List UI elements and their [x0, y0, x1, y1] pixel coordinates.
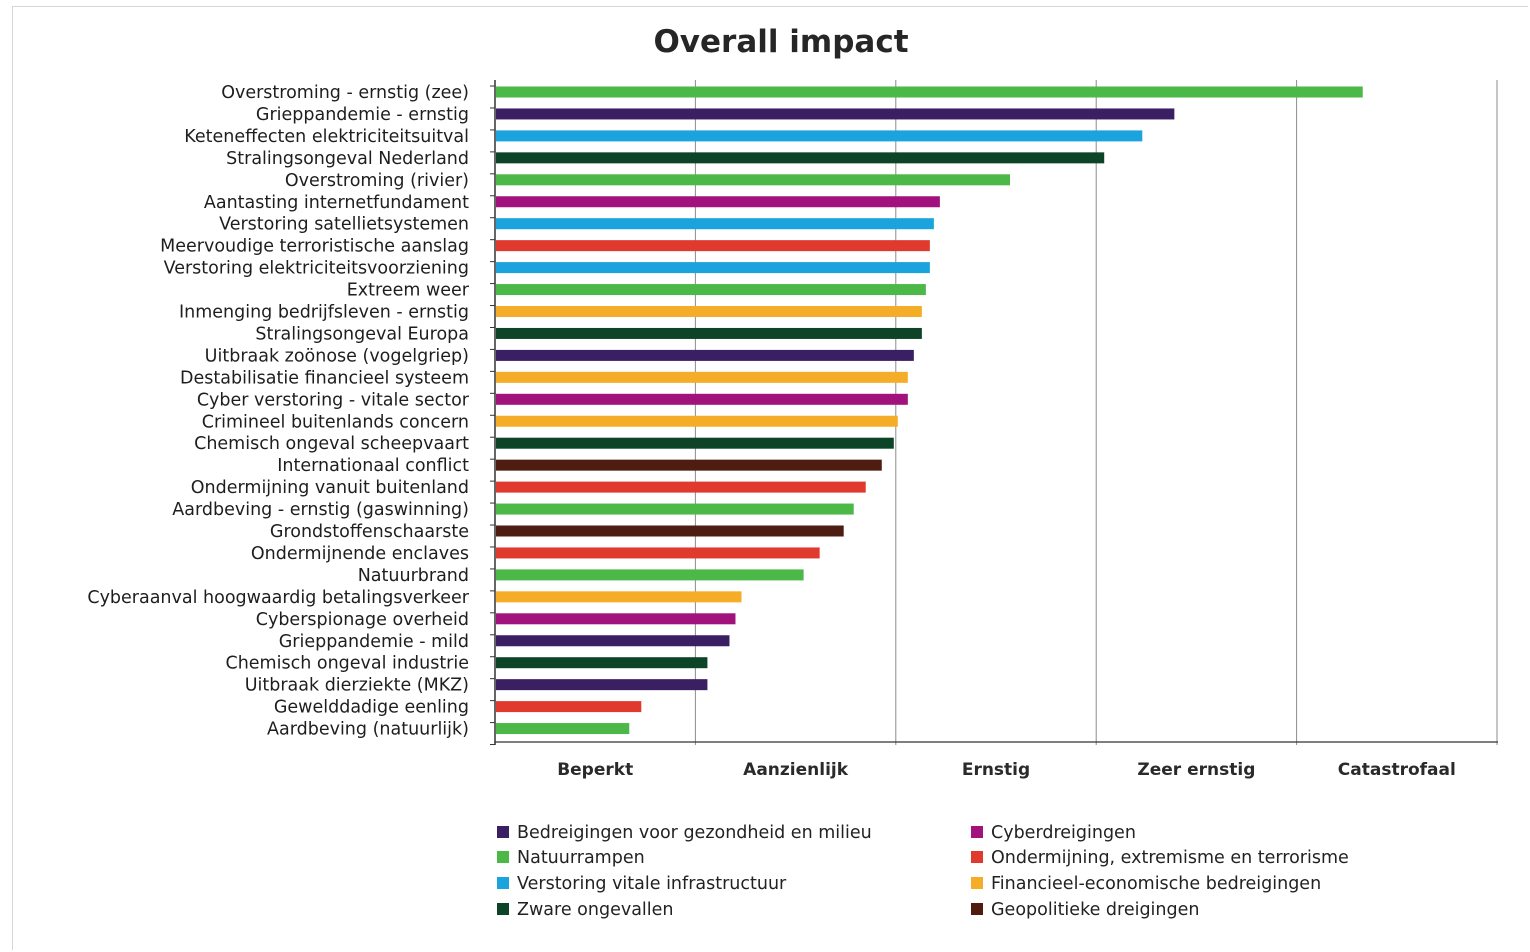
- bar-ondermijnende-enclaves: [496, 547, 820, 559]
- bar-natuurbrand: [496, 569, 804, 581]
- bar-grondstoffenschaarste: [496, 525, 844, 537]
- category-label-inmenging-bedrijfsleven-ernstig: Inmenging bedrijfsleven - ernstig: [179, 303, 469, 323]
- category-label-aantasting-internetfundament: Aantasting internetfundament: [204, 193, 469, 213]
- legend-label-bedreigingen-voor-gezondheid-en-milieu: Bedreigingen voor gezondheid en milieu: [517, 823, 872, 843]
- category-label-uitbraak-zoonose-vogelgriep: Uitbraak zoönose (vogelgriep): [205, 346, 469, 366]
- bar-aantasting-internetfundament: [496, 196, 940, 208]
- category-label-internationaal-conflict: Internationaal conflict: [277, 456, 469, 476]
- category-label-grieppandemie-mild: Grieppandemie - mild: [279, 632, 469, 652]
- category-label-ondermijning-vanuit-buitenland: Ondermijning vanuit buitenland: [191, 478, 469, 498]
- bar-aardbeving-natuurlijk: [496, 723, 630, 735]
- category-label-ondermijnende-enclaves: Ondermijnende enclaves: [251, 544, 469, 564]
- chart-frame: [12, 6, 1528, 950]
- category-label-keteneffecten-elektriciteitsuitval: Keteneffecten elektriciteitsuitval: [184, 127, 469, 147]
- bar-crimineel-buitenlands-concern: [496, 415, 898, 427]
- legend-swatch-financieel-economische-bedreigingen: [971, 877, 983, 889]
- legend-label-verstoring-vitale-infrastructuur: Verstoring vitale infrastructuur: [517, 874, 787, 894]
- bar-cyberaanval-hoogwaardig-betalingsverkeer: [496, 591, 742, 603]
- bar-gewelddadige-eenling: [496, 701, 642, 713]
- category-label-natuurbrand: Natuurbrand: [358, 566, 469, 586]
- bar-overstroming-rivier: [496, 174, 1011, 186]
- category-label-destabilisatie-financieel-systeem: Destabilisatie financieel systeem: [180, 368, 469, 388]
- category-label-crimineel-buitenlands-concern: Crimineel buitenlands concern: [202, 412, 469, 432]
- category-label-stralingsongeval-europa: Stralingsongeval Europa: [255, 324, 469, 344]
- category-label-cyber-verstoring-vitale-sector: Cyber verstoring - vitale sector: [197, 390, 470, 410]
- category-label-aardbeving-natuurlijk: Aardbeving (natuurlijk): [267, 720, 469, 740]
- category-label-uitbraak-dierziekte-mkz: Uitbraak dierziekte (MKZ): [245, 676, 469, 696]
- bar-cyber-verstoring-vitale-sector: [496, 393, 908, 405]
- bar-uitbraak-dierziekte-mkz: [496, 679, 708, 691]
- category-label-overstroming-ernstig-zee: Overstroming - ernstig (zee): [221, 83, 469, 103]
- chart-title: Overall impact: [653, 24, 908, 60]
- legend-swatch-bedreigingen-voor-gezondheid-en-milieu: [497, 826, 509, 838]
- category-label-chemisch-ongeval-scheepvaart: Chemisch ongeval scheepvaart: [194, 434, 469, 454]
- legend-swatch-cyberdreigingen: [971, 826, 983, 838]
- legend-label-geopolitieke-dreigingen: Geopolitieke dreigingen: [991, 900, 1199, 920]
- category-label-cyberspionage-overheid: Cyberspionage overheid: [256, 610, 469, 630]
- bar-extreem-weer: [496, 284, 926, 296]
- bar-chemisch-ongeval-industrie: [496, 657, 708, 669]
- bar-inmenging-bedrijfsleven-ernstig: [496, 306, 922, 317]
- x-tick-label-ernstig: Ernstig: [962, 760, 1030, 780]
- legend: Bedreigingen voor gezondheid en milieu Na…: [497, 823, 1349, 920]
- bar-cyberspionage-overheid: [496, 613, 736, 625]
- axes: [490, 80, 1498, 746]
- legend-label-zware-ongevallen: Zware ongevallen: [517, 900, 674, 920]
- bar-grieppandemie-ernstig: [496, 108, 1175, 120]
- legend-swatch-verstoring-vitale-infrastructuur: [497, 877, 509, 889]
- category-label-stralingsongeval-nederland: Stralingsongeval Nederland: [226, 149, 469, 169]
- x-tick-labels: Beperkt Aanzienlijk Ernstig Zeer ernstig Cat…: [557, 760, 1456, 780]
- x-tick-label-catastrofaal: Catastrofaal: [1338, 760, 1456, 780]
- legend-label-ondermijning-extremisme-en-terrorisme: Ondermijning, extremisme en terrorisme: [991, 848, 1349, 868]
- bar-keteneffecten-elektriciteitsuitval: [496, 130, 1143, 142]
- legend-swatch-zware-ongevallen: [497, 903, 509, 915]
- category-label-grieppandemie-ernstig: Grieppandemie - ernstig: [256, 105, 469, 125]
- bar-ondermijning-vanuit-buitenland: [496, 481, 866, 493]
- bars-layer: [496, 86, 1363, 735]
- category-label-overstroming-rivier: Overstroming (rivier): [285, 171, 469, 191]
- category-labels: Overstroming - ernstig (zee)Grieppandemi…: [87, 83, 469, 740]
- category-label-verstoring-satellietsystemen: Verstoring satellietsystemen: [219, 215, 469, 235]
- x-tick-label-beperkt: Beperkt: [557, 760, 633, 780]
- legend-swatch-ondermijning-extremisme-en-terrorisme: [971, 851, 983, 863]
- bar-aardbeving-ernstig-gaswinning: [496, 503, 854, 515]
- bar-stralingsongeval-europa: [496, 327, 922, 339]
- legend-swatch-geopolitieke-dreigingen: [971, 903, 983, 915]
- legend-label-cyberdreigingen: Cyberdreigingen: [991, 823, 1136, 843]
- legend-label-natuurrampen: Natuurrampen: [517, 848, 645, 868]
- x-tick-label-zeer-ernstig: Zeer ernstig: [1137, 760, 1255, 780]
- legend-label-financieel-economische-bedreigingen: Financieel-economische bedreigingen: [991, 874, 1321, 894]
- bar-chemisch-ongeval-scheepvaart: [496, 437, 894, 449]
- category-label-extreem-weer: Extreem weer: [347, 281, 470, 301]
- grid-layer: [694, 80, 1498, 745]
- bar-verstoring-satellietsystemen: [496, 218, 934, 230]
- bar-stralingsongeval-nederland: [496, 152, 1105, 164]
- bar-internationaal-conflict: [496, 459, 882, 471]
- x-tick-label-aanzienlijk: Aanzienlijk: [743, 760, 849, 780]
- category-label-aardbeving-ernstig-gaswinning: Aardbeving - ernstig (gaswinning): [172, 500, 469, 520]
- bar-grieppandemie-mild: [496, 635, 730, 647]
- category-label-grondstoffenschaarste: Grondstoffenschaarste: [270, 522, 469, 542]
- bar-uitbraak-zoonose-vogelgriep: [496, 349, 914, 361]
- category-label-meervoudige-terroristische-aanslag: Meervoudige terroristische aanslag: [160, 237, 469, 257]
- category-label-cyberaanval-hoogwaardig-betalingsverkeer: Cyberaanval hoogwaardig betalingsverkeer: [87, 588, 469, 608]
- bar-meervoudige-terroristische-aanslag: [496, 240, 930, 252]
- category-label-gewelddadige-eenling: Gewelddadige eenling: [274, 698, 469, 718]
- category-label-verstoring-elektriciteitsvoorziening: Verstoring elektriciteitsvoorziening: [164, 259, 469, 279]
- category-label-chemisch-ongeval-industrie: Chemisch ongeval industrie: [225, 654, 469, 674]
- legend-swatch-natuurrampen: [497, 851, 509, 863]
- bar-overstroming-ernstig-zee: [496, 86, 1363, 98]
- bar-destabilisatie-financieel-systeem: [496, 371, 908, 383]
- bar-verstoring-elektriciteitsvoorziening: [496, 262, 930, 274]
